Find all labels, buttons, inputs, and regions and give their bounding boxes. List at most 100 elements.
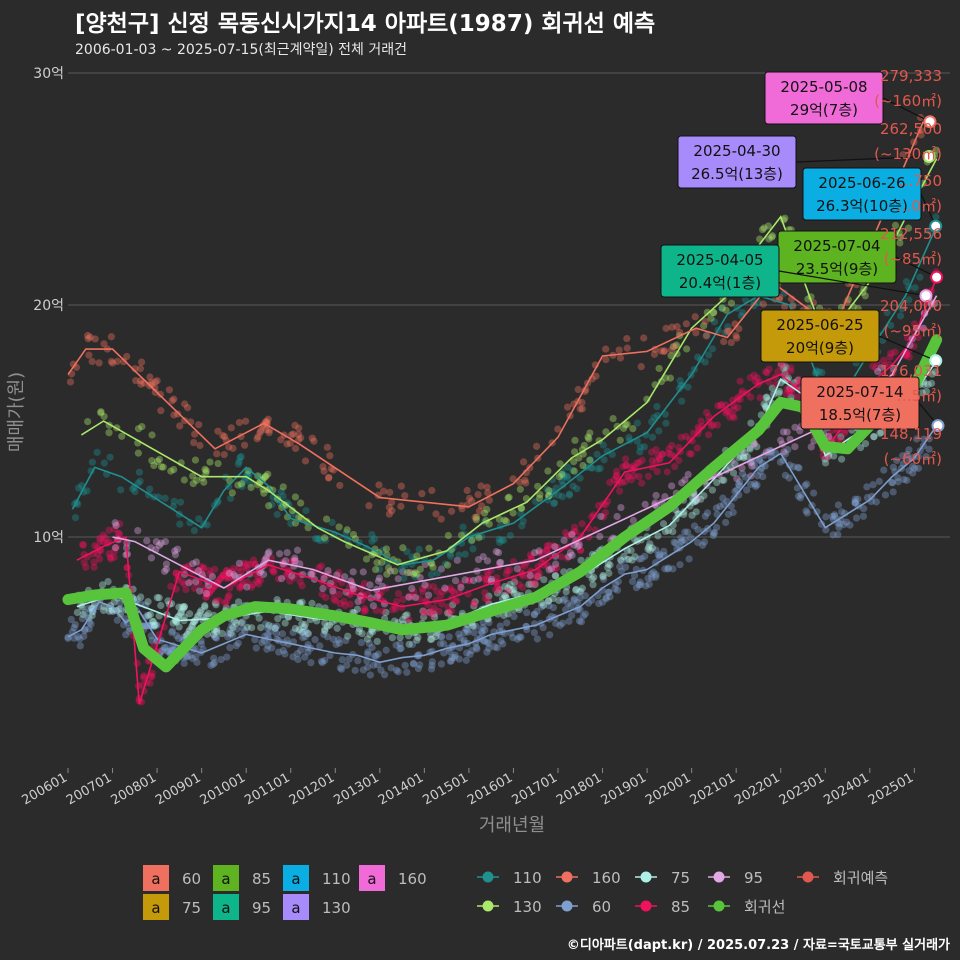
scatter-point-85 [738,387,746,395]
scatter-point-85 [613,467,621,475]
scatter-point-75 [180,602,188,611]
scatter-point-130 [138,423,146,431]
scatter-point-95 [738,464,746,472]
scatter-point-75 [430,610,438,618]
scatter-point-160 [319,463,327,471]
callout-date: 2025-07-04 [793,237,880,255]
scatter-point-85 [494,582,502,590]
scatter-point-75 [644,545,652,553]
scatter-point-85 [394,589,403,598]
scatter-point-110 [71,513,80,522]
scatter-point-60 [113,616,121,624]
scatter-point-60 [613,586,622,594]
scatter-point-85 [445,609,453,617]
scatter-point-60 [635,581,643,589]
scatter-point-60 [828,512,837,520]
scatter-point-60 [468,646,476,655]
scatter-point-85 [450,588,458,596]
scatter-point-85 [123,564,131,572]
scatter-point-85 [208,585,216,593]
scatter-point-60 [354,657,362,665]
scatter-point-85 [249,580,257,589]
x-tick-label: 202001 [643,770,693,808]
scatter-point-85 [621,478,629,486]
scatter-point-130 [629,425,637,433]
scatter-point-75 [731,460,739,468]
scatter-point-130 [516,485,524,493]
scatter-point-60 [311,636,319,644]
scatter-point-110 [237,452,245,461]
scatter-point-75 [922,387,931,396]
legend-series-dot [561,900,573,912]
scatter-point-60 [611,585,619,593]
legend-series-label: 110 [513,869,542,887]
scatter-point-130 [167,467,175,475]
scatter-point-60 [157,647,166,656]
scatter-point-160 [365,502,373,510]
scatter-point-60 [605,588,613,596]
callout-marker [929,354,943,368]
scatter-point-110 [315,534,323,543]
legend-series-label: 130 [513,898,542,916]
scatter-point-95 [411,593,420,602]
scatter-point-60 [226,644,234,652]
scatter-point-85 [502,570,510,578]
scatter-point-130 [768,232,777,240]
scatter-point-75 [169,619,177,627]
scatter-point-85 [638,479,646,487]
scatter-point-60 [556,621,564,629]
scatter-point-85 [557,553,565,561]
scatter-point-85 [79,541,88,549]
scatter-point-130 [570,458,578,466]
scatter-point-130 [703,308,711,316]
scatter-point-85 [167,582,175,591]
scatter-point-60 [710,529,719,537]
callout-box [660,244,780,298]
scatter-point-75 [420,613,428,621]
x-tick-label: 201301 [331,770,381,808]
scatter-point-85 [405,592,413,600]
scatter-point-60 [493,644,501,652]
scatter-point-85 [753,374,761,382]
scatter-point-85 [223,567,231,575]
scatter-point-85 [914,333,922,342]
scatter-point-60 [681,536,689,544]
scatter-point-85 [222,597,230,606]
scatter-point-60 [909,469,917,477]
scatter-point-85 [426,608,434,616]
scatter-point-75 [175,623,183,631]
scatter-point-60 [478,629,486,637]
scatter-point-130 [399,544,407,552]
scatter-point-130 [180,476,188,484]
scatter-point-85 [340,597,348,605]
scatter-point-160 [109,359,117,367]
scatter-point-110 [83,487,91,495]
scatter-point-60 [76,635,84,643]
scatter-point-110 [661,410,669,418]
scatter-point-160 [733,334,741,342]
forecast-price: 212,556 [880,225,942,243]
scatter-point-75 [485,592,493,600]
scatter-point-130 [932,146,940,154]
scatter-point-85 [653,467,661,476]
scatter-point-85 [629,462,637,470]
scatter-point-85 [393,597,401,605]
scatter-point-85 [247,583,256,591]
scatter-point-160 [483,483,491,491]
scatter-point-85 [671,462,679,471]
legend-series-dot [802,871,814,883]
scatter-point-95 [185,579,193,587]
scatter-point-110 [550,499,559,507]
scatter-point-60 [889,488,897,496]
scatter-point-60 [133,595,141,603]
scatter-point-85 [656,456,664,464]
scatter-point-60 [810,489,818,497]
scatter-point-95 [531,548,539,557]
scatter-point-95 [189,560,197,568]
scatter-point-110 [558,477,566,485]
scatter-point-160 [521,476,529,484]
scatter-point-110 [176,498,185,506]
scatter-point-60 [914,464,923,472]
scatter-point-160 [146,373,154,381]
scatter-point-160 [220,450,228,459]
